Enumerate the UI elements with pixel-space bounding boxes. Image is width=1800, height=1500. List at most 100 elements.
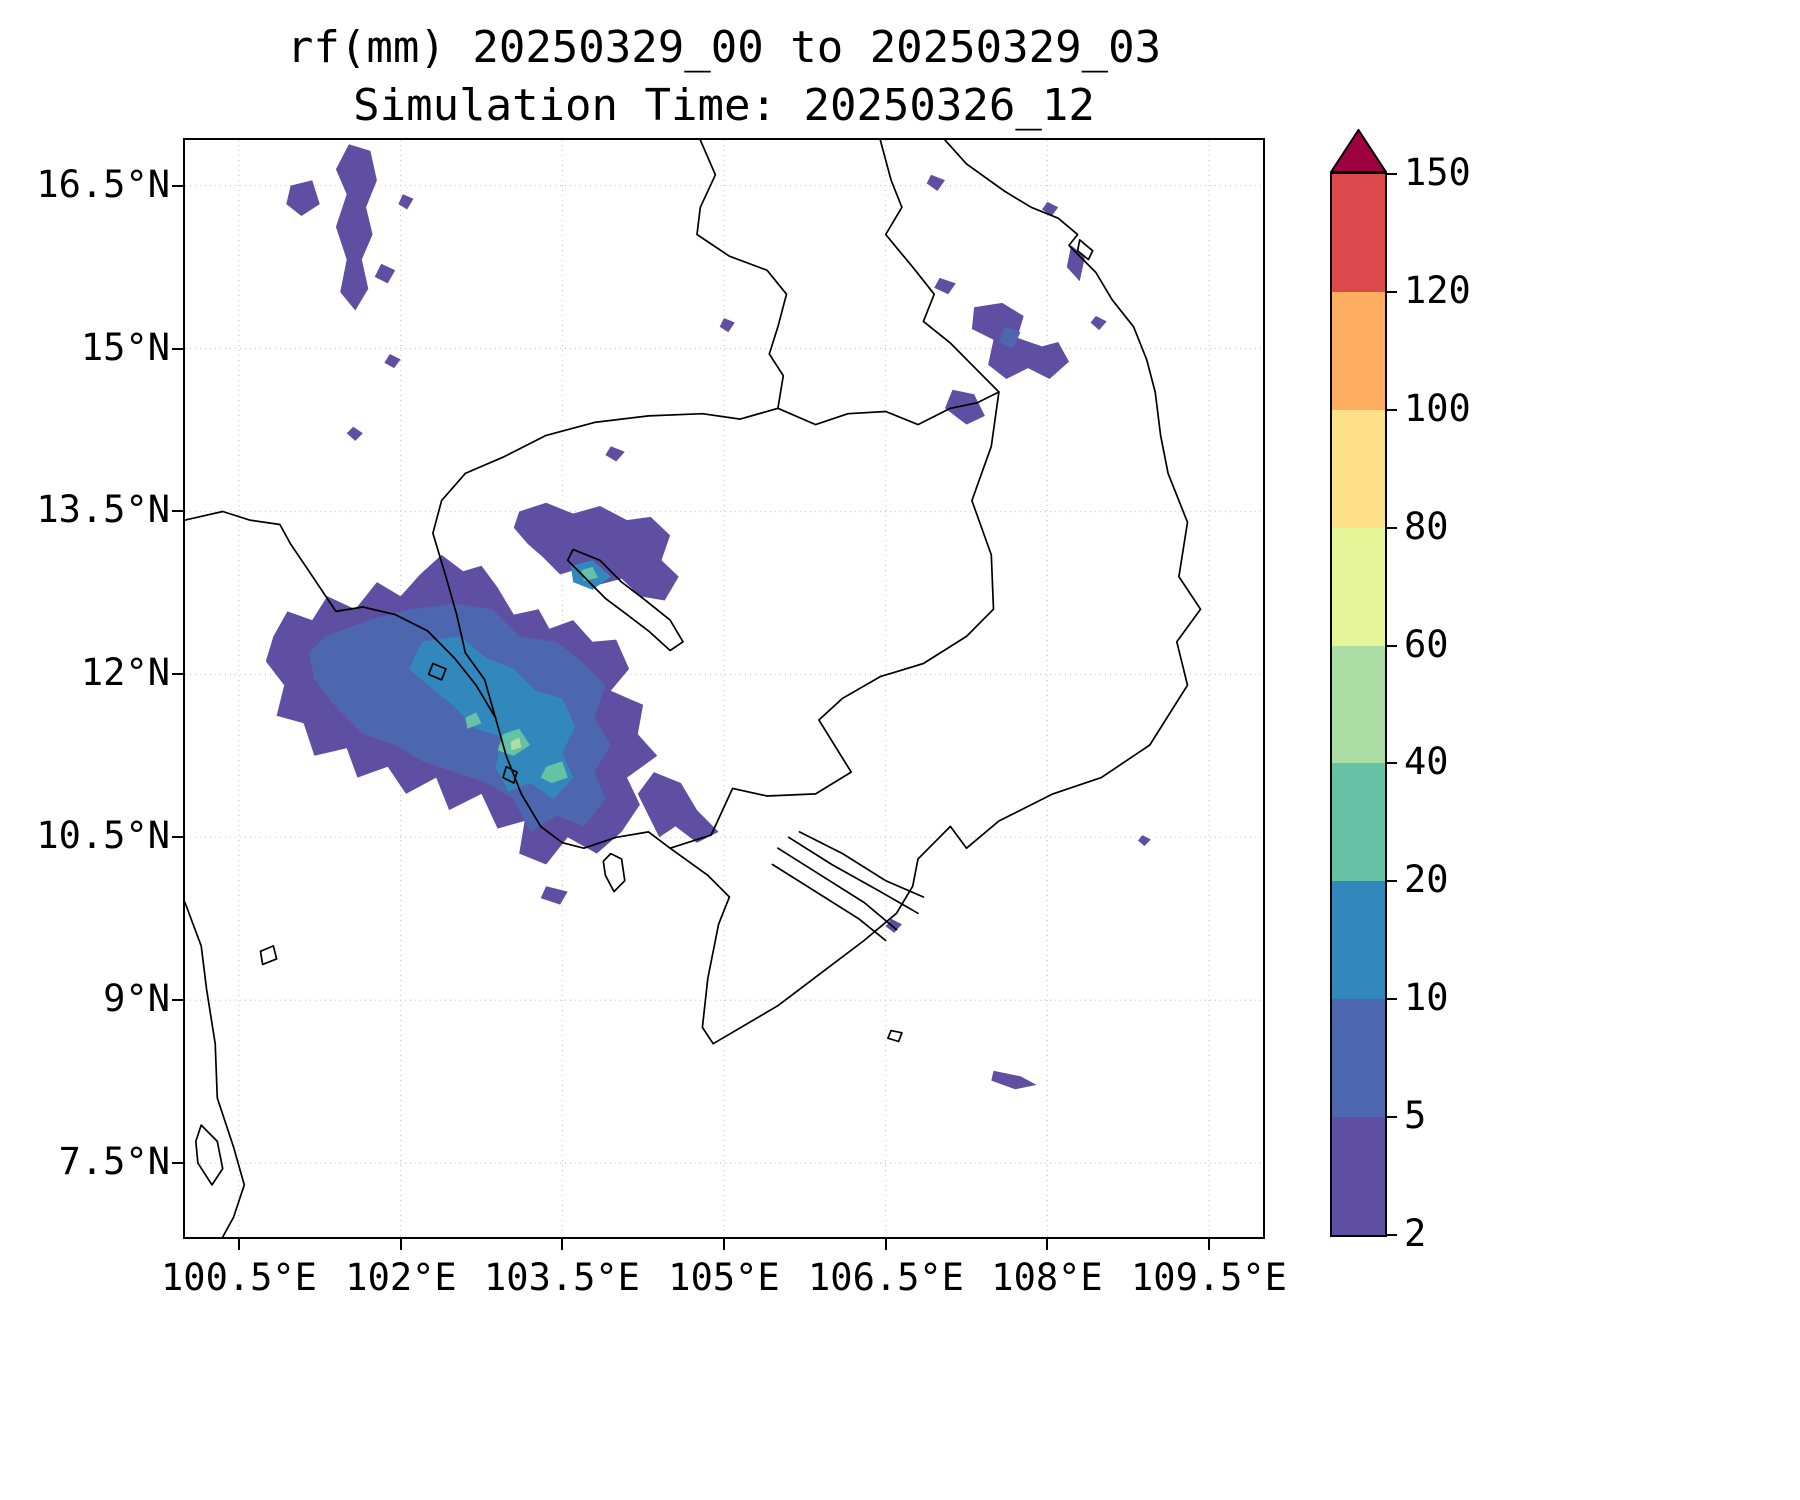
x-tick-mark [400, 1239, 402, 1250]
rain-patch-level-20 [540, 761, 568, 783]
y-tick-label: 12°N [80, 651, 170, 694]
coastline-outline [566, 548, 684, 652]
rain-patch-level-2 [384, 354, 401, 369]
rain-patch-level-20 [465, 712, 482, 729]
colorbar-tick-label: 40 [1404, 740, 1449, 783]
colorbar-tick-mark [1387, 645, 1397, 647]
colorbar-segment [1332, 999, 1385, 1118]
colorbar-tick-mark [1387, 527, 1397, 529]
colorbar-segment [1332, 174, 1385, 292]
rain-patch-level-2 [637, 772, 719, 843]
rain-patch-level-2 [1066, 245, 1086, 282]
y-tick-mark [172, 185, 183, 187]
chart-title: rf(mm) 20250329_00 to 20250329_03 [286, 22, 1162, 73]
border-line [879, 140, 1000, 393]
coastline-outline [427, 662, 447, 681]
chart-subtitle: Simulation Time: 20250326_12 [353, 80, 1095, 131]
rain-patch-level-40 [510, 737, 522, 751]
y-tick-label: 10.5°N [36, 814, 170, 857]
x-tick-label: 106.5°E [808, 1256, 964, 1299]
y-tick-mark [172, 348, 183, 350]
colorbar-tick-label: 80 [1404, 505, 1449, 548]
coastline-outline [1076, 239, 1094, 261]
colorbar-bar [1330, 172, 1387, 1237]
colorbar-tick-mark [1387, 1116, 1397, 1118]
colorbar-segment [1332, 881, 1385, 1000]
colorbar-tick-label: 150 [1404, 151, 1471, 194]
rain-patch-level-2 [286, 180, 320, 216]
border-line [787, 836, 919, 915]
coastline-outline [887, 1029, 903, 1043]
rain-patch-level-2 [335, 144, 377, 311]
colorbar-tick-label: 20 [1404, 858, 1449, 901]
colorbar-tick-label: 10 [1404, 976, 1449, 1019]
rain-patch-level-5 [998, 326, 1021, 349]
colorbar-tick-label: 2 [1404, 1212, 1427, 1255]
rain-patch-level-2 [605, 446, 625, 462]
colorbar-tick-mark [1387, 880, 1397, 882]
x-tick-mark [1046, 1239, 1048, 1250]
colorbar-segment [1332, 763, 1385, 882]
y-tick-label: 15°N [80, 326, 170, 369]
rain-patch-level-2 [540, 886, 568, 905]
y-tick-label: 13.5°N [36, 488, 170, 531]
y-tick-label: 9°N [103, 977, 170, 1020]
colorbar-tick-label: 60 [1404, 623, 1449, 666]
rain-patch-level-2 [934, 277, 956, 295]
border-line [185, 140, 1202, 1045]
border-line [777, 391, 1000, 426]
colorbar-segment [1332, 1117, 1385, 1236]
coastline-outline [502, 765, 518, 784]
map-canvas [185, 140, 1263, 1237]
colorbar-tick-label: 100 [1404, 387, 1471, 430]
rain-patch-level-2 [398, 194, 414, 210]
y-tick-label: 7.5°N [58, 1140, 170, 1183]
border-line [798, 831, 925, 898]
colorbar-segment [1332, 409, 1385, 528]
rain-patch-level-2 [971, 302, 1069, 379]
x-tick-mark [723, 1239, 725, 1250]
colorbar-segment [1332, 527, 1385, 646]
x-tick-mark [1208, 1239, 1210, 1250]
rain-patch-level-2 [513, 502, 679, 601]
y-tick-mark [172, 1162, 183, 1164]
colorbar-tick-mark [1387, 173, 1397, 175]
x-tick-mark [885, 1239, 887, 1250]
border-line [669, 391, 1000, 850]
colorbar-segment [1332, 645, 1385, 764]
rain-patch-level-2 [945, 389, 985, 425]
y-tick-label: 16.5°N [36, 163, 170, 206]
border-line [696, 140, 788, 410]
y-tick-mark [172, 836, 183, 838]
colorbar-tick-mark [1387, 998, 1397, 1000]
x-tick-label: 108°E [991, 1256, 1103, 1299]
colorbar-over-arrow [1330, 129, 1387, 173]
colorbar-tick-mark [1387, 409, 1397, 411]
rain-patch-level-2 [1042, 201, 1059, 216]
rain-patch-level-2 [374, 263, 396, 284]
x-tick-label: 105°E [668, 1256, 780, 1299]
border-line [771, 863, 887, 942]
border-line [185, 901, 246, 1237]
coastline-outline [194, 1124, 224, 1186]
colorbar-tick-mark [1387, 762, 1397, 764]
colorbar-segment [1332, 291, 1385, 410]
rain-patch-level-10 [409, 636, 576, 800]
colorbar-tick-mark [1387, 291, 1397, 293]
coastline-outline [602, 852, 626, 893]
x-tick-label: 103.5°E [484, 1256, 640, 1299]
rain-patch-level-2 [926, 174, 945, 191]
x-tick-label: 102°E [345, 1256, 457, 1299]
border-line [777, 847, 898, 931]
y-tick-mark [172, 999, 183, 1001]
colorbar-tick-label: 5 [1404, 1094, 1427, 1137]
border-line [432, 407, 779, 719]
x-tick-mark [238, 1239, 240, 1250]
rain-patch-level-2 [1138, 835, 1151, 846]
rain-patch-level-2 [885, 918, 902, 933]
x-tick-label: 100.5°E [161, 1256, 317, 1299]
x-tick-label: 109.5°E [1131, 1256, 1287, 1299]
x-tick-mark [561, 1239, 563, 1250]
rain-patch-level-2 [719, 318, 735, 333]
coastline-outline [259, 945, 278, 966]
